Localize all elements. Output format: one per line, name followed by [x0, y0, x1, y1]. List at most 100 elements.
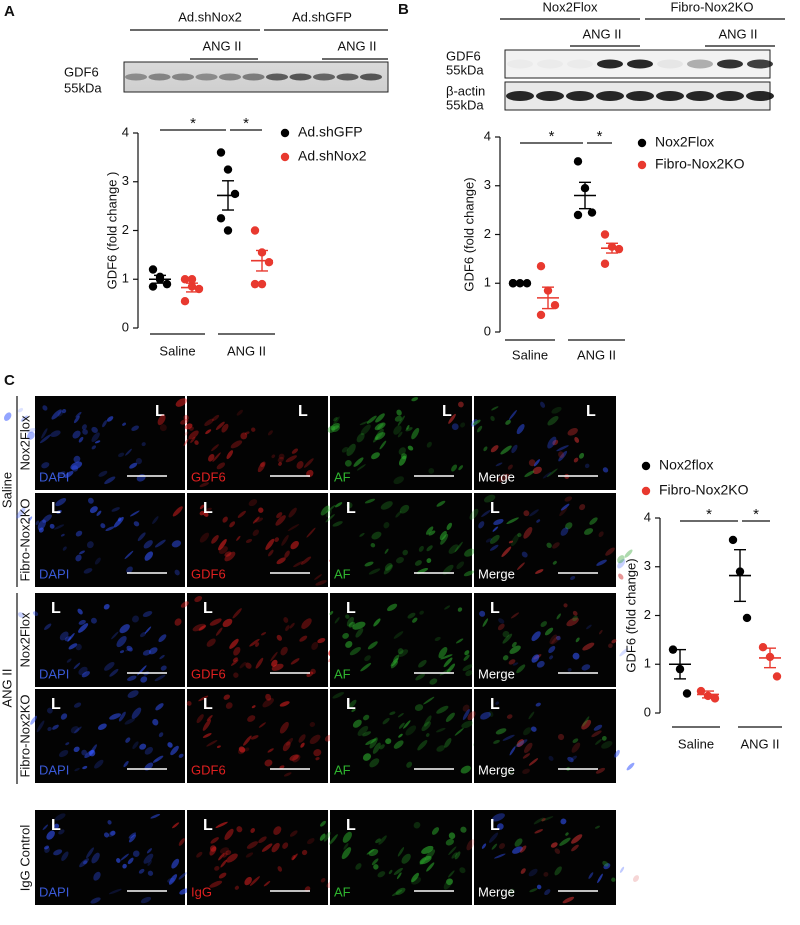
micrograph-bg	[187, 810, 328, 905]
band	[506, 91, 534, 101]
texture	[203, 705, 208, 709]
texture	[186, 701, 192, 706]
data-point	[682, 689, 692, 698]
data-point	[187, 275, 197, 284]
micrograph: DAPI L	[35, 810, 196, 905]
texture	[245, 538, 253, 543]
data-point	[573, 157, 583, 166]
texture	[548, 645, 556, 654]
texture	[44, 845, 50, 850]
texture	[567, 427, 578, 436]
texture	[44, 623, 52, 630]
texture	[229, 638, 239, 649]
texture	[203, 511, 209, 517]
texture	[249, 638, 260, 647]
micrograph-bg	[474, 593, 616, 687]
texture	[516, 739, 525, 748]
texture	[448, 413, 456, 424]
texture	[460, 765, 471, 774]
texture	[65, 742, 70, 746]
texture	[397, 712, 404, 718]
texture	[137, 532, 146, 542]
texture	[446, 522, 453, 530]
texture	[58, 749, 69, 758]
texture	[462, 704, 470, 712]
texture	[301, 556, 312, 565]
texture	[290, 540, 299, 550]
texture	[46, 830, 55, 840]
lumen-label: L	[51, 500, 61, 517]
blot-bands	[125, 59, 774, 101]
texture	[597, 873, 603, 884]
channel-label: Merge	[478, 566, 515, 581]
texture	[300, 742, 305, 748]
channel-label: DAPI	[39, 469, 69, 484]
texture	[571, 834, 583, 844]
texture	[403, 720, 411, 729]
texture	[552, 542, 560, 549]
texture	[426, 862, 435, 872]
texture	[495, 728, 507, 735]
texture	[596, 559, 607, 566]
data-point	[230, 189, 240, 199]
texture	[274, 537, 280, 542]
texture	[369, 758, 380, 768]
texture	[520, 868, 526, 874]
texture	[142, 649, 152, 656]
texture	[268, 549, 274, 557]
texture	[100, 523, 106, 529]
texture	[41, 428, 48, 439]
texture	[411, 872, 420, 883]
band	[746, 91, 774, 101]
data-point	[550, 300, 560, 310]
band	[242, 73, 265, 81]
lumen-label: L	[203, 500, 213, 517]
lumen-label: L	[51, 817, 61, 834]
texture	[536, 884, 542, 890]
texture	[341, 847, 352, 860]
texture	[393, 867, 403, 876]
texture	[435, 727, 446, 733]
texture	[194, 440, 199, 445]
micrograph-bg	[35, 493, 185, 587]
blot-label: 55kDa	[446, 97, 484, 112]
texture	[167, 877, 175, 883]
texture	[282, 741, 291, 752]
x-tick-label: ANG II	[740, 736, 779, 751]
texture	[497, 623, 505, 631]
texture	[125, 737, 131, 743]
texture	[215, 627, 223, 636]
data-point	[250, 226, 260, 235]
texture	[398, 722, 405, 729]
texture	[556, 613, 561, 620]
texture	[411, 877, 422, 885]
texture	[225, 850, 232, 856]
texture	[618, 573, 624, 580]
texture	[552, 439, 559, 446]
texture	[397, 648, 404, 655]
texture	[79, 858, 89, 868]
row-label: Fibro-Nox2KO	[17, 498, 32, 581]
legend-marker	[641, 486, 651, 496]
texture	[502, 630, 510, 638]
panel-label: B	[398, 1, 409, 18]
texture	[279, 721, 289, 734]
texture	[535, 702, 541, 707]
texture	[632, 875, 640, 882]
texture	[210, 837, 219, 844]
micrographs: DAPI L GDF6 L AF L Merge L Nox2Flox DAPI L GDF6 L AF L…	[3, 396, 640, 905]
texture	[303, 458, 314, 468]
texture	[184, 431, 189, 436]
texture	[79, 550, 85, 555]
texture	[425, 849, 436, 861]
texture	[379, 744, 385, 750]
texture	[508, 410, 517, 421]
texture	[285, 625, 290, 632]
texture	[414, 560, 422, 566]
texture	[278, 453, 285, 460]
texture	[130, 510, 140, 517]
texture	[279, 765, 285, 769]
texture	[202, 733, 212, 738]
texture	[508, 888, 515, 894]
texture	[572, 652, 580, 660]
